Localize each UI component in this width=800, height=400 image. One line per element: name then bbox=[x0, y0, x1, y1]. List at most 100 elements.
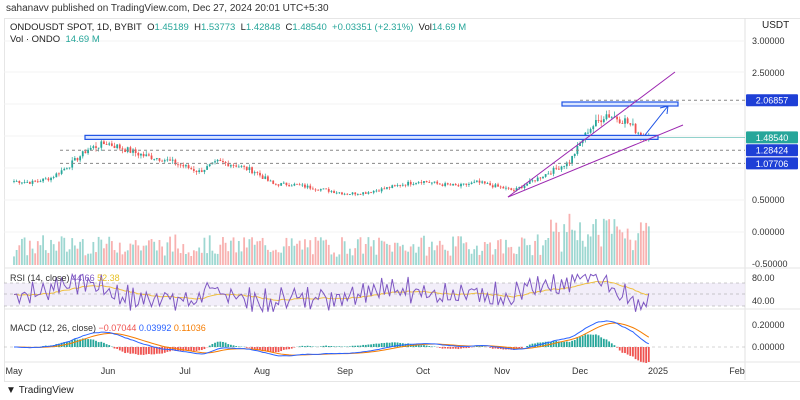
volume-bar bbox=[137, 245, 140, 265]
candle bbox=[388, 187, 391, 189]
volume-bar bbox=[415, 252, 417, 265]
macd-histogram-bar bbox=[158, 347, 161, 354]
candle bbox=[428, 182, 431, 183]
candle bbox=[354, 192, 357, 195]
volume-bar bbox=[489, 242, 491, 265]
volume-bar bbox=[341, 237, 343, 265]
macd-histogram-bar bbox=[142, 347, 145, 355]
macd-histogram-bar bbox=[404, 343, 407, 347]
time-axis-label: Jul bbox=[179, 366, 191, 376]
price-tag-label: 1.28424 bbox=[756, 146, 789, 156]
candle bbox=[285, 182, 288, 186]
volume-bar bbox=[44, 250, 47, 265]
macd-histogram-bar bbox=[155, 347, 158, 354]
candle bbox=[565, 162, 568, 167]
macd-histogram-bar bbox=[378, 343, 380, 347]
candle bbox=[335, 192, 338, 194]
macd-histogram-bar bbox=[269, 347, 272, 352]
macd-histogram-bar bbox=[277, 347, 280, 353]
price-chart[interactable]: 3.00000 2.50000 0.50000 0.00000 -0.50000 80.0… bbox=[0, 0, 800, 385]
candle bbox=[634, 123, 637, 134]
candle bbox=[494, 184, 497, 188]
candle bbox=[457, 185, 460, 187]
volume-bar bbox=[277, 252, 280, 265]
macd-histogram-bar bbox=[544, 341, 547, 347]
macd-histogram-bar bbox=[452, 347, 454, 349]
volume-bar bbox=[526, 245, 529, 265]
macd-line bbox=[13, 320, 650, 357]
candle bbox=[557, 168, 560, 170]
macd-histogram-bar bbox=[639, 347, 642, 362]
macd-value: 0.03992 bbox=[138, 323, 172, 333]
macd-histogram-bar bbox=[645, 347, 648, 363]
macd-histogram-bar bbox=[259, 347, 261, 351]
volume-bar bbox=[129, 243, 132, 265]
macd-histogram-bar bbox=[388, 342, 391, 347]
close-value: 1.48540 bbox=[292, 22, 327, 33]
candle bbox=[399, 185, 402, 186]
volume-bar bbox=[510, 246, 513, 265]
volume-bar bbox=[237, 241, 240, 265]
macd-histogram-bar bbox=[618, 347, 621, 351]
volume-bar bbox=[216, 253, 219, 265]
tradingview-logo[interactable]: ▼ TradingView bbox=[6, 385, 74, 396]
volume-bar bbox=[449, 255, 452, 265]
candle bbox=[163, 160, 166, 162]
volume-bar bbox=[219, 244, 222, 265]
volume-bar bbox=[206, 253, 208, 265]
candle bbox=[248, 167, 251, 171]
macd-legend: MACD (12, 26, close) −0.07044 0.03992 0.… bbox=[10, 323, 206, 333]
macd-histogram-bar bbox=[624, 347, 626, 354]
candle bbox=[534, 180, 536, 182]
volume-bar bbox=[214, 253, 216, 265]
candle bbox=[417, 182, 420, 184]
volume-bar bbox=[534, 240, 536, 265]
macd-histogram-bar bbox=[396, 342, 399, 347]
time-axis-label: Feb bbox=[729, 366, 745, 376]
macd-histogram-bar bbox=[581, 335, 584, 347]
volume-bar bbox=[346, 253, 349, 265]
macd-histogram-bar bbox=[497, 347, 499, 349]
volume-bar bbox=[113, 250, 116, 265]
macd-histogram-bar bbox=[478, 346, 481, 347]
candle bbox=[240, 165, 243, 167]
candle bbox=[15, 180, 18, 182]
price-tag bbox=[746, 144, 798, 157]
volume-bar bbox=[293, 245, 296, 265]
candle bbox=[304, 184, 306, 188]
macd-histogram-bar bbox=[441, 347, 444, 349]
volume-bar bbox=[47, 252, 50, 265]
time-axis-label: Oct bbox=[416, 366, 431, 376]
volume-bar bbox=[36, 241, 39, 265]
time-axis-label: Jun bbox=[101, 366, 116, 376]
volume-bar bbox=[290, 238, 293, 265]
macd-histogram-bar bbox=[386, 342, 388, 347]
macd-histogram-bar bbox=[58, 343, 60, 347]
volume-bar bbox=[481, 250, 484, 265]
volume-bar bbox=[126, 250, 129, 265]
candle bbox=[431, 182, 433, 184]
macd-histogram-bar bbox=[576, 338, 579, 347]
candle bbox=[235, 165, 238, 167]
volume-bar bbox=[444, 249, 447, 265]
macd-histogram-bar bbox=[637, 347, 640, 361]
candle bbox=[333, 191, 335, 193]
volume-bar bbox=[134, 240, 137, 265]
price-tag-label: 1.07706 bbox=[756, 159, 789, 169]
candle bbox=[253, 172, 256, 174]
volume-bar bbox=[58, 241, 60, 265]
candle bbox=[325, 188, 328, 190]
volume-bar bbox=[13, 256, 15, 265]
candle bbox=[481, 181, 484, 183]
macd-histogram-bar bbox=[526, 345, 529, 347]
rsi-line bbox=[13, 272, 650, 314]
macd-histogram-bar bbox=[319, 346, 322, 347]
candle bbox=[97, 147, 100, 149]
candle bbox=[142, 153, 145, 157]
volume-bar bbox=[171, 251, 174, 265]
candle bbox=[407, 181, 410, 186]
candle bbox=[103, 141, 105, 145]
candle bbox=[446, 183, 449, 185]
volume-bar bbox=[256, 241, 259, 265]
volume-bar bbox=[304, 239, 306, 265]
